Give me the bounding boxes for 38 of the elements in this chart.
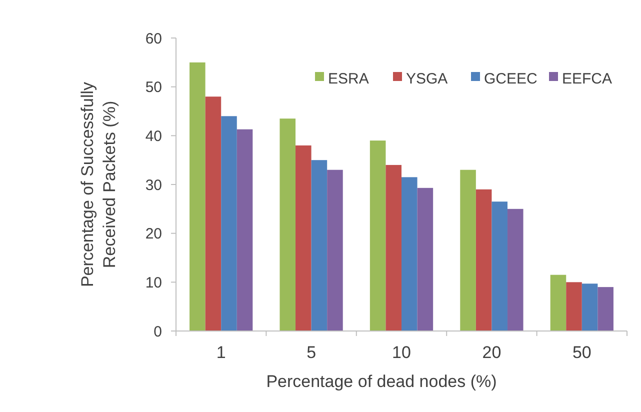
bar	[280, 118, 296, 331]
x-tick-label: 20	[482, 343, 502, 362]
legend-label: ESRA	[328, 70, 369, 88]
bar	[205, 96, 222, 331]
y-tick-label: 60	[145, 30, 162, 48]
bar	[476, 189, 492, 331]
bar	[296, 145, 312, 331]
legend-label: GCEEC	[484, 70, 538, 88]
y-axis-title: Percentage of Successfully Received Packets (%)	[78, 81, 119, 288]
x-tick-label: 1	[216, 343, 226, 362]
y-tick-label: 0	[154, 323, 162, 340]
bar	[190, 62, 206, 331]
y-tick-label: 50	[145, 79, 162, 96]
x-tick-label: 50	[572, 343, 592, 362]
bar	[236, 129, 253, 331]
bar	[550, 274, 566, 331]
legend-label: EEFCA	[562, 70, 612, 88]
bar	[582, 284, 598, 331]
bar	[311, 160, 328, 331]
bar	[386, 164, 402, 331]
bar	[417, 188, 434, 331]
y-tick-label: 10	[145, 274, 162, 292]
bar	[402, 177, 418, 331]
bar	[460, 170, 476, 331]
x-axis-title: Percentage of dead nodes (%)	[266, 372, 497, 391]
bar	[221, 116, 237, 331]
bar	[566, 282, 582, 331]
y-tick-label: 20	[145, 226, 162, 243]
bar	[492, 202, 508, 331]
y-tick-label: 40	[145, 128, 162, 145]
bar	[370, 140, 386, 331]
bar	[598, 287, 614, 331]
y-tick-label: 30	[145, 176, 162, 194]
bar	[507, 208, 524, 331]
x-tick-label: 10	[392, 343, 411, 362]
x-tick-label: 5	[306, 343, 316, 362]
legend-label: YSGA	[406, 70, 448, 88]
bar	[327, 170, 343, 331]
